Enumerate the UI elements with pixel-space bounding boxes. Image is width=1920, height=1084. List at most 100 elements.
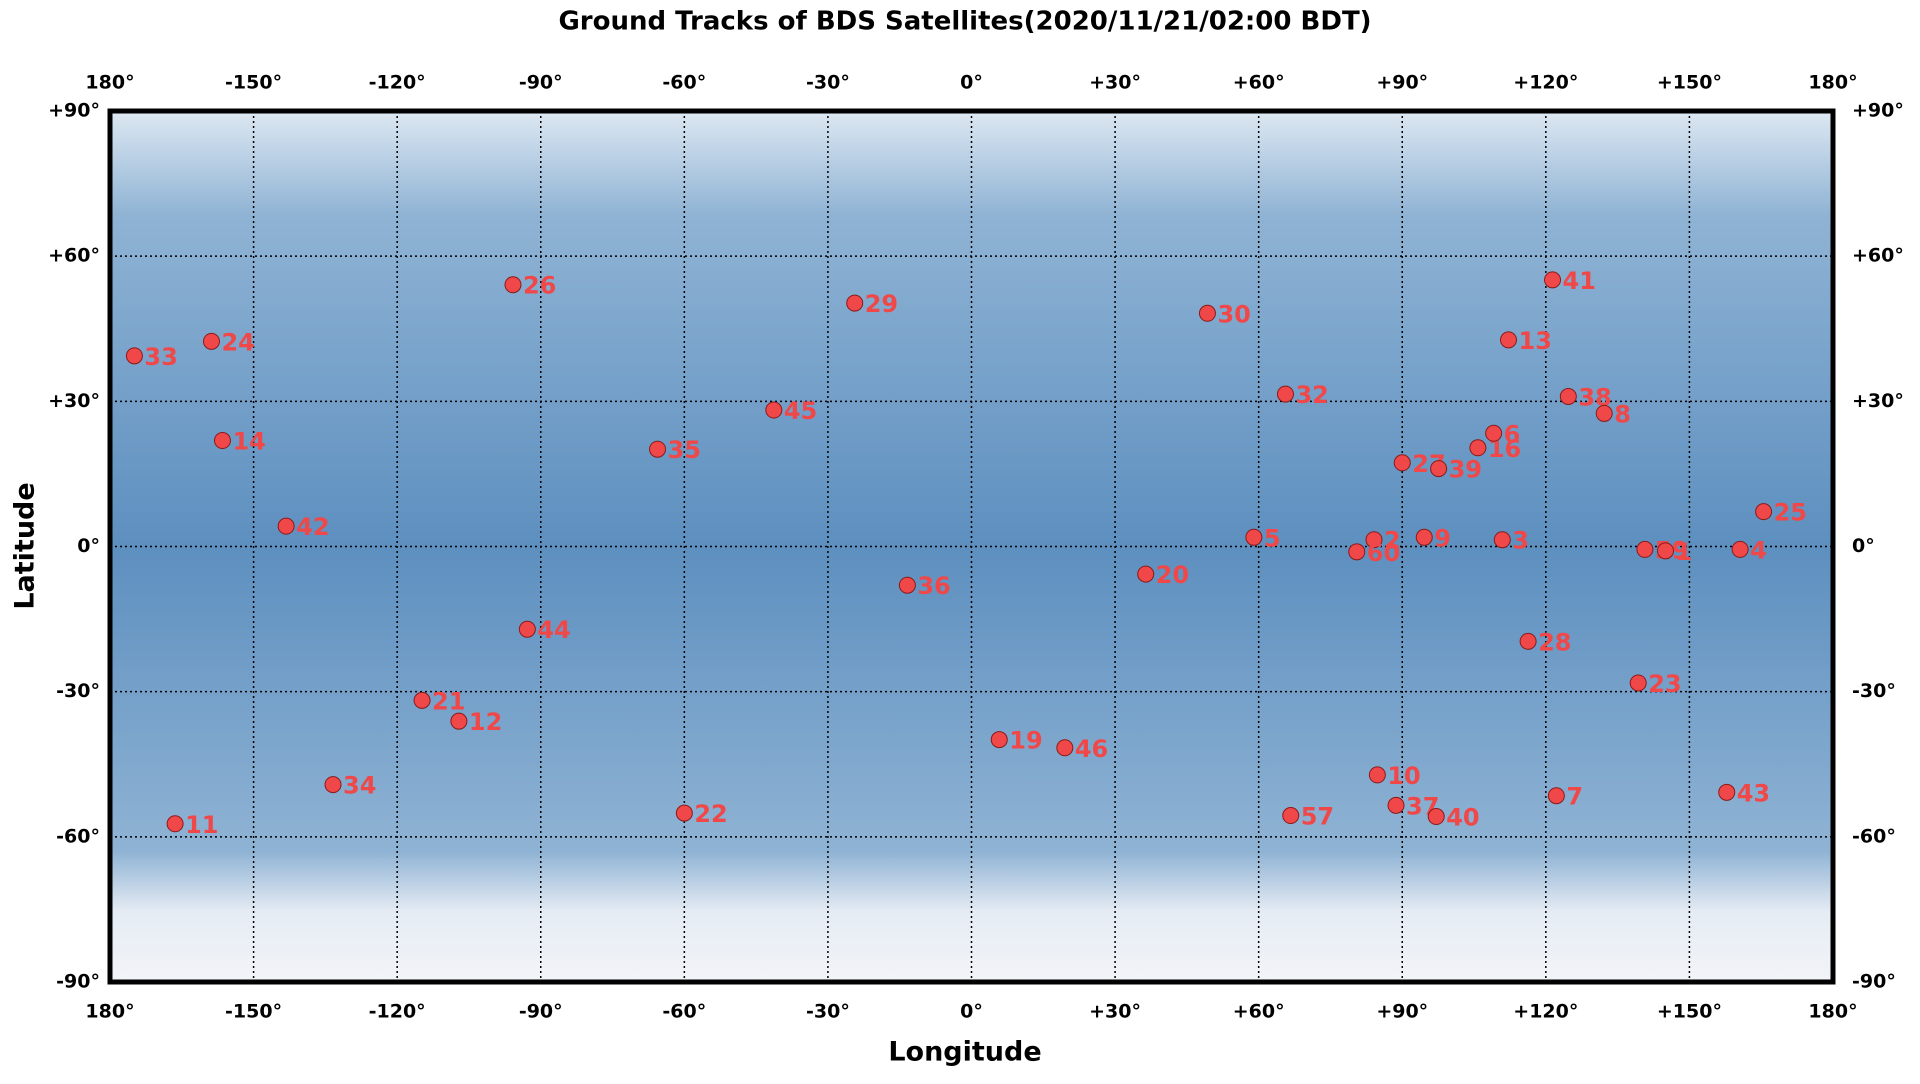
- satellite-label: 36: [917, 572, 950, 600]
- satellite-label: 14: [232, 428, 265, 456]
- y-tick-label: 0°: [1852, 535, 1875, 557]
- satellite-label: 23: [1648, 670, 1681, 698]
- satellite-point: [1427, 808, 1445, 826]
- satellite-label: 26: [523, 272, 556, 300]
- satellite-point: [1198, 304, 1216, 322]
- satellite-point: [1559, 387, 1577, 405]
- satellite-label: 24: [221, 328, 254, 356]
- satellite-label: 41: [1563, 267, 1596, 295]
- x-tick-label: +30°: [1089, 72, 1141, 94]
- y-tick-label: -90°: [56, 971, 100, 993]
- satellite-label: 44: [537, 616, 570, 644]
- satellite-label: 57: [1301, 803, 1334, 831]
- satellite-label: 60: [1367, 539, 1400, 567]
- satellite-point: [1137, 565, 1155, 583]
- satellite-label: 32: [1295, 381, 1328, 409]
- satellite-label: 25: [1774, 499, 1807, 527]
- satellite-label: 46: [1075, 735, 1108, 763]
- satellite-point: [1368, 766, 1386, 784]
- y-tick-label: +60°: [48, 245, 100, 267]
- satellite-point: [1415, 528, 1433, 546]
- y-tick-label: 0°: [77, 535, 100, 557]
- x-tick-label: +60°: [1233, 72, 1285, 94]
- y-tick-label: +60°: [1852, 245, 1904, 267]
- satellite-label: 28: [1538, 628, 1571, 656]
- y-tick-label: +30°: [1852, 390, 1904, 412]
- x-tick-label: -30°: [806, 72, 850, 94]
- satellite-label: 7: [1566, 783, 1583, 811]
- satellite-label: 9: [1434, 524, 1451, 552]
- y-tick-label: +90°: [48, 100, 100, 122]
- satellite-label: 39: [1449, 456, 1482, 484]
- x-tick-label: -60°: [662, 72, 706, 94]
- satellite-label: 1: [1675, 538, 1692, 566]
- satellite-point: [1731, 540, 1749, 558]
- x-tick-label: -90°: [519, 72, 563, 94]
- satellite-label: 19: [1009, 727, 1042, 755]
- x-tick-label: 0°: [960, 72, 983, 94]
- chart-title: Ground Tracks of BDS Satellites(2020/11/…: [558, 7, 1371, 37]
- x-tick-label: -120°: [369, 1001, 426, 1023]
- satellite-label: 40: [1446, 804, 1479, 832]
- satellite-label: 12: [469, 708, 502, 736]
- x-tick-label: 180°: [1808, 1001, 1857, 1023]
- y-tick-label: +90°: [1852, 100, 1904, 122]
- x-tick-label: +90°: [1376, 1001, 1428, 1023]
- x-tick-label: -30°: [806, 1001, 850, 1023]
- satellite-point: [1469, 439, 1487, 457]
- satellite-label: 3: [1512, 527, 1529, 555]
- satellite-label: 45: [784, 397, 817, 425]
- satellite-label: 4: [1750, 536, 1767, 564]
- y-tick-label: +30°: [48, 390, 100, 412]
- x-tick-label: -120°: [369, 72, 426, 94]
- satellite-point: [990, 731, 1008, 749]
- satellite-point: [846, 294, 864, 312]
- satellite-point: [166, 815, 184, 833]
- satellite-point: [1544, 271, 1562, 289]
- y-tick-label: -60°: [1852, 825, 1896, 847]
- satellite-point: [1547, 787, 1565, 805]
- satellite-label: 42: [296, 513, 329, 541]
- satellite-point: [277, 517, 295, 535]
- x-tick-label: 0°: [960, 1001, 983, 1023]
- x-tick-label: +90°: [1376, 72, 1428, 94]
- satellite-point: [1519, 632, 1537, 650]
- satellite-point: [1493, 531, 1511, 549]
- satellite-point: [1595, 404, 1613, 422]
- satellite-label: 20: [1156, 561, 1189, 589]
- satellite-label: 33: [144, 343, 177, 371]
- satellite-point: [1718, 783, 1736, 801]
- satellite-label: 2: [1384, 527, 1401, 555]
- satellite-point: [1348, 543, 1366, 561]
- satellite-label: 13: [1519, 327, 1552, 355]
- satellite-label: 30: [1217, 300, 1250, 328]
- satellite-point: [213, 432, 231, 450]
- y-tick-label: -30°: [56, 680, 100, 702]
- x-tick-label: 180°: [85, 72, 134, 94]
- satellite-point: [675, 804, 693, 822]
- satellite-point: [1636, 540, 1654, 558]
- x-tick-label: -90°: [519, 1001, 563, 1023]
- satellite-label: 6: [1504, 420, 1521, 448]
- satellite-point: [504, 276, 522, 294]
- satellite-label: 29: [865, 290, 898, 318]
- satellite-label: 10: [1387, 762, 1420, 790]
- satellite-label: 5: [1264, 524, 1281, 552]
- satellite-label: 11: [185, 811, 218, 839]
- satellite-point: [1387, 796, 1405, 814]
- x-tick-label: 180°: [1808, 72, 1857, 94]
- satellite-label: 34: [343, 772, 376, 800]
- x-tick-label: -150°: [225, 72, 282, 94]
- x-tick-label: +30°: [1089, 1001, 1141, 1023]
- x-tick-label: +60°: [1233, 1001, 1285, 1023]
- y-axis-label: Latitude: [10, 482, 41, 609]
- satellite-point: [1365, 531, 1383, 549]
- x-tick-label: +150°: [1657, 72, 1722, 94]
- satellite-point: [1056, 739, 1074, 757]
- x-tick-label: +120°: [1513, 1001, 1578, 1023]
- x-axis-label: Longitude: [888, 1037, 1041, 1068]
- x-tick-label: +120°: [1513, 72, 1578, 94]
- satellite-point: [1276, 385, 1294, 403]
- satellite-point: [450, 712, 468, 730]
